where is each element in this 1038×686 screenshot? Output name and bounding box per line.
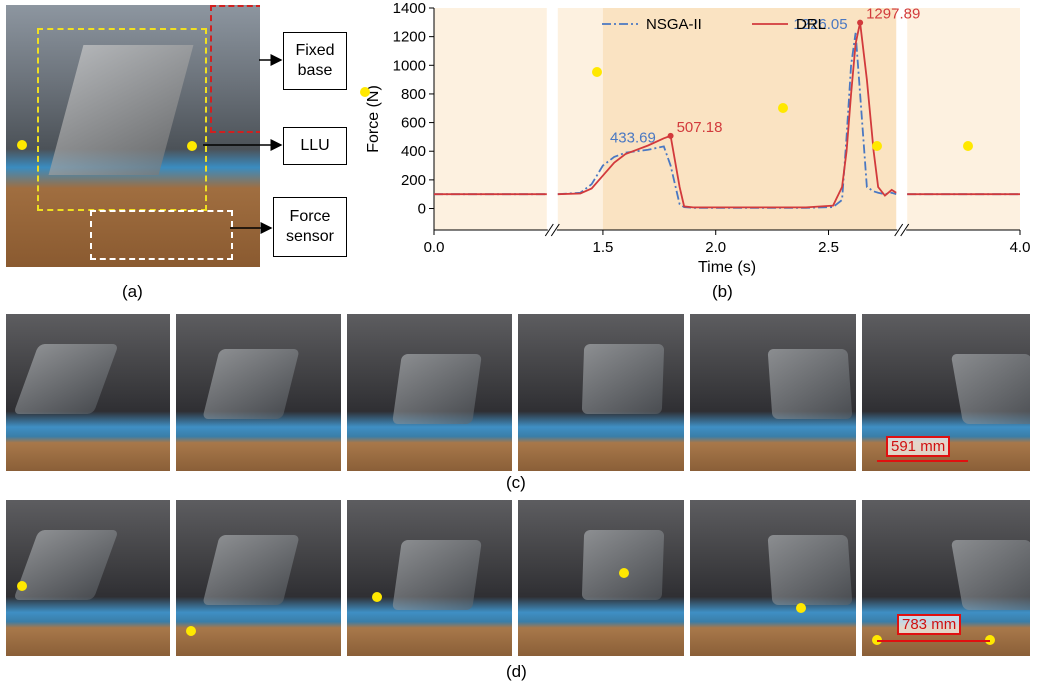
robot-leg (582, 344, 664, 414)
distance-arrow (877, 460, 968, 462)
robot-leg (13, 530, 118, 600)
photo (690, 314, 856, 471)
marker-dot (186, 626, 196, 636)
photo (347, 314, 512, 471)
marker-dot (372, 592, 382, 602)
x-tick-label: 2.0 (705, 239, 726, 256)
robot-leg (202, 535, 299, 605)
panel-label: (c) (506, 473, 526, 493)
marker-dot (619, 568, 629, 578)
robot-leg (768, 349, 853, 419)
peak-label: 507.18 (677, 119, 723, 136)
distance-label: 783 mm (897, 614, 961, 635)
y-tick-label: 200 (401, 172, 426, 189)
photo (176, 314, 341, 471)
photo (518, 500, 684, 656)
peak-point (857, 20, 863, 26)
x-tick-label: 0.0 (424, 239, 445, 256)
marker-dot (872, 141, 882, 151)
distance-label: 591 mm (886, 436, 950, 457)
photo (6, 500, 170, 656)
robot-leg (951, 540, 1030, 610)
marker-dot (778, 103, 788, 113)
robot-leg (392, 354, 482, 424)
page: Fixed base LLU Force sensor (a) (b) (c) … (0, 0, 1038, 686)
marker-dot (360, 87, 370, 97)
photo (176, 500, 341, 656)
distance-arrow (877, 640, 990, 642)
marker-dot (963, 141, 973, 151)
x-tick-label: 4.0 (1010, 239, 1031, 256)
peak-label: 433.69 (610, 129, 656, 146)
marker-dot (187, 141, 197, 151)
peak-label: 1297.89 (866, 6, 920, 23)
legend-label: DRL (796, 16, 826, 33)
photo (6, 314, 170, 471)
y-tick-label: 1200 (393, 29, 426, 46)
y-tick-label: 1400 (393, 0, 426, 17)
highlight-region (603, 8, 896, 230)
y-tick-label: 400 (401, 143, 426, 160)
y-tick-label: 800 (401, 86, 426, 103)
photo (690, 500, 856, 656)
robot-leg (582, 530, 664, 600)
marker-dot (796, 603, 806, 613)
x-tick-label: 2.5 (818, 239, 839, 256)
plot-background (434, 8, 547, 230)
legend-label: NSGA-II (646, 16, 702, 33)
marker-dot (17, 140, 27, 150)
y-tick-label: 0 (418, 201, 426, 218)
robot-leg (202, 349, 299, 419)
marker-dot (17, 581, 27, 591)
robot-leg (392, 540, 482, 610)
y-tick-label: 1000 (393, 57, 426, 74)
photo (518, 314, 684, 471)
robot-leg (951, 354, 1030, 424)
chart: 0 200 400 600 800 1000 1200 1400 0.0 1.5 2.0 2.5 4.0… (0, 0, 1038, 290)
y-tick-label: 600 (401, 115, 426, 132)
x-tick-label: 1.5 (592, 239, 613, 256)
robot-leg (768, 535, 853, 605)
peak-point (668, 133, 674, 139)
marker-dot (592, 67, 602, 77)
plot-background (907, 8, 1020, 230)
photo (347, 500, 512, 656)
panel-label: (d) (506, 662, 527, 682)
x-axis-label: Time (s) (698, 259, 756, 276)
robot-leg (13, 344, 118, 414)
